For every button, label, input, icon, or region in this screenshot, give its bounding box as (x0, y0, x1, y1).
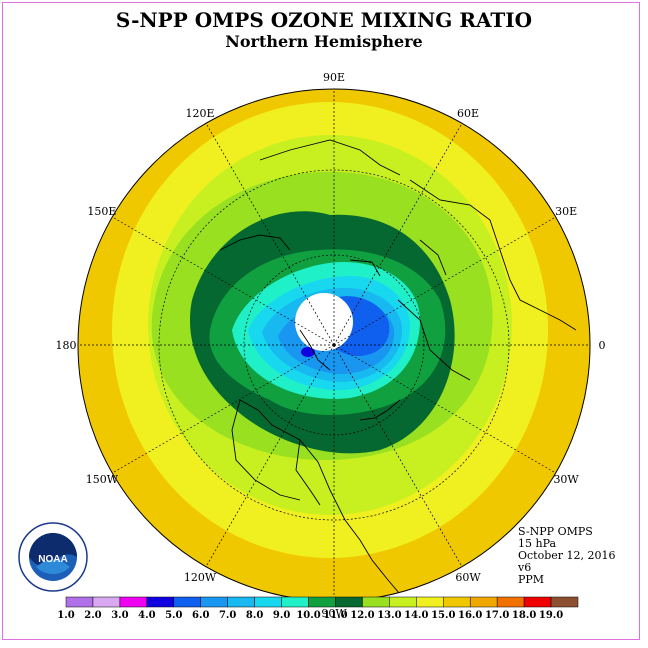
longitude-label: 180 (56, 339, 77, 352)
date-label: October 12, 2016 (518, 549, 616, 562)
longitude-label: 120E (185, 107, 214, 120)
meridian-line (333, 344, 463, 567)
colorbar-swatch (92, 596, 121, 608)
instrument-label: S-NPP OMPS (518, 525, 593, 538)
colorbar-tick-label: 2.0 (84, 610, 101, 621)
colorbar-tick-label: 17.0 (485, 610, 509, 621)
meridian-line (333, 344, 556, 474)
map-title: S-NPP OMPS OZONE MIXING RATIO (115, 8, 533, 32)
colorbar-swatch (550, 596, 579, 608)
svg-text:NOAA: NOAA (38, 554, 67, 565)
colorbar-tick-label: 13.0 (377, 610, 401, 621)
colorbar-swatch (119, 596, 148, 608)
map-subtitle: Northern Hemisphere (225, 32, 423, 51)
longitude-label: 150E (87, 205, 116, 218)
colorbar-swatch (308, 596, 336, 608)
colorbar-swatch (146, 596, 175, 608)
longitude-label: 30W (553, 473, 579, 486)
colorbar-tick-label: 19.0 (539, 610, 563, 621)
colorbar-tick-label: 7.0 (219, 610, 236, 621)
colorbar-tick-label: 1.0 (57, 610, 74, 621)
colorbar-tick-label: 15.0 (431, 610, 455, 621)
longitude-label: 90E (323, 71, 345, 84)
colorbar-swatch (65, 596, 94, 608)
colorbar-swatch (173, 596, 201, 608)
coastlines (219, 139, 577, 601)
colorbar-tick-label: 4.0 (138, 610, 155, 621)
colorbar-tick-label: 3.0 (111, 610, 128, 621)
colorbar-swatch (281, 596, 309, 608)
colorbar-swatch (254, 596, 282, 608)
colorbar-tick-label: 9.0 (273, 610, 290, 621)
meridian-line (112, 216, 335, 346)
colorbar-tick-label: 16.0 (458, 610, 482, 621)
info-block: S-NPP OMPS 15 hPa October 12, 2016 v6 PP… (518, 526, 616, 586)
longitude-label: 150W (86, 473, 119, 486)
colorbar-tick-label: 5.0 (165, 610, 182, 621)
longitude-label: 90W (321, 607, 347, 620)
units-label: PPM (518, 573, 545, 586)
pressure-level-label: 15 hPa (518, 537, 557, 550)
colorbar-tick-label: 11.0 (323, 610, 347, 621)
colorbar-tick-label: 10.0 (296, 610, 320, 621)
meridian-line (205, 123, 335, 346)
colorbar-swatch (416, 596, 444, 608)
meridian-line (333, 216, 556, 346)
colorbar-swatch (443, 596, 471, 608)
longitude-labels: 90E 60E 30E 0 30W 60W 90W 120W 150W 180 150E 120E (56, 71, 606, 620)
meridian-line (333, 123, 463, 346)
colorbar-tick-label: 18.0 (512, 610, 536, 621)
version-label: v6 (518, 561, 532, 574)
colorbar-swatch (362, 596, 390, 608)
longitude-label: 30E (555, 205, 577, 218)
colorbar: 1.0 2.0 3.0 4.0 5.0 6.0 7.0 8.0 9.0 10.0 11.0 12.0 1… (57, 596, 579, 621)
noaa-logo-icon: NOAA (18, 522, 88, 592)
longitude-label: 0 (599, 339, 606, 352)
colorbar-swatch (335, 596, 363, 608)
band-lt-4 (301, 347, 315, 357)
meridians (78, 89, 590, 601)
colorbar-swatch (200, 596, 228, 608)
meridian-line (112, 344, 335, 474)
longitude-label: 60E (457, 107, 479, 120)
colorbar-tick-label: 8.0 (246, 610, 263, 621)
longitude-label: 120W (184, 571, 217, 584)
longitude-label: 60W (455, 571, 481, 584)
colorbar-swatch (496, 596, 525, 608)
colorbar-tick-label: 12.0 (350, 610, 374, 621)
polar-night-mask (295, 293, 353, 351)
meridian-line (205, 344, 335, 567)
colorbar-swatch (523, 596, 552, 608)
figure-border (2, 2, 640, 640)
colorbar-swatch (389, 596, 417, 608)
colorbar-tick-label: 6.0 (192, 610, 209, 621)
colorbar-swatch (469, 596, 498, 608)
colorbar-swatch (227, 596, 255, 608)
colorbar-tick-label: 14.0 (404, 610, 428, 621)
